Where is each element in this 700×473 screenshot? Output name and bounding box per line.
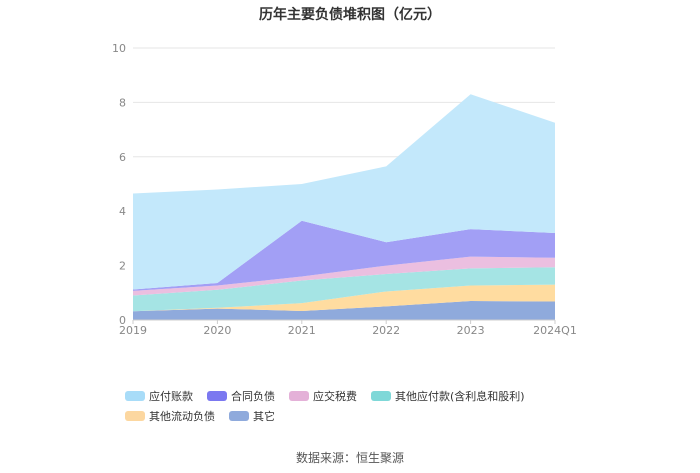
legend-swatch	[371, 391, 391, 401]
legend-item[interactable]: 其他流动负债	[125, 409, 215, 423]
x-tick-label: 2022	[372, 324, 400, 337]
chart-legend: 应付账款 合同负债 应交税费 其他应付款(含利息和股利) 其他流动负债 其它	[125, 389, 605, 423]
legend-item[interactable]: 应交税费	[289, 389, 357, 403]
legend-item[interactable]: 其它	[229, 409, 275, 423]
legend-item[interactable]: 合同负债	[207, 389, 275, 403]
x-tick-label: 2023	[457, 324, 485, 337]
legend-label: 应付账款	[149, 390, 193, 403]
y-tick-label: 2	[119, 260, 126, 273]
legend-label: 应交税费	[313, 390, 357, 403]
y-tick-label: 4	[119, 205, 126, 218]
x-tick-label: 2021	[288, 324, 316, 337]
data-source-note: 数据来源：恒生聚源	[295, 451, 404, 465]
legend-swatch	[207, 391, 227, 401]
x-tick-label: 2020	[203, 324, 231, 337]
y-tick-label: 10	[112, 42, 126, 55]
x-tick-label: 2024Q1	[533, 324, 577, 337]
legend-swatch	[125, 411, 145, 421]
area-series-其他流动负债	[133, 284, 555, 312]
y-tick-label: 8	[119, 96, 126, 109]
legend-label: 其它	[253, 410, 275, 423]
legend-item[interactable]: 应付账款	[125, 389, 193, 403]
legend-item[interactable]: 其他应付款(含利息和股利)	[371, 389, 525, 403]
legend-label: 其他流动负债	[149, 410, 215, 423]
area-series-应付账款	[133, 94, 555, 290]
area-series-合同负债	[133, 220, 555, 291]
legend-swatch	[229, 411, 249, 421]
y-tick-label: 0	[119, 314, 126, 327]
x-tick-label: 2019	[119, 324, 147, 337]
y-tick-label: 6	[119, 151, 126, 164]
legend-swatch	[289, 391, 309, 401]
area-series-其它	[133, 300, 555, 320]
area-series-其他应付款(含利息和股利)	[133, 267, 555, 312]
legend-label: 其他应付款(含利息和股利)	[395, 390, 525, 403]
legend-swatch	[125, 391, 145, 401]
area-series-应交税费	[133, 256, 555, 296]
legend-label: 合同负债	[231, 390, 275, 403]
chart-title: 历年主要负债堆积图（亿元）	[259, 7, 441, 23]
